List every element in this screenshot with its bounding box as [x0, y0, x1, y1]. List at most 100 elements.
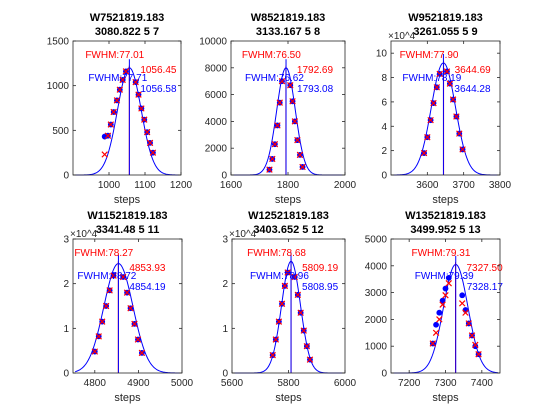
peak-blue-label: 3644.28: [454, 84, 491, 95]
chart-title: W8521819.183: [251, 12, 326, 24]
y-tick-label: 8000: [205, 63, 228, 74]
measured-point: [429, 340, 437, 347]
y-tick-label: 0: [221, 171, 227, 182]
x-tick-label: 3800: [489, 180, 512, 191]
y-tick-label: 0: [63, 171, 69, 182]
measured-point: [276, 99, 283, 106]
y-tick-label: 10: [376, 49, 388, 60]
measured-point: [432, 329, 440, 337]
subplot-6: W13521819.183 3499.952 5 13 FWHM:79.31 7327…: [365, 210, 504, 404]
fwhm-red-label: FWHM:77.90: [400, 50, 459, 61]
measured-point: [291, 273, 298, 281]
chart-title: W13521819.183: [405, 210, 486, 222]
measured-point: [110, 108, 117, 116]
measured-point: [306, 356, 314, 363]
x-tick-label: 5600: [221, 378, 244, 389]
x-axis-label: steps: [275, 194, 302, 206]
measured-point: [149, 149, 157, 156]
peak-blue-label: 5808.95: [302, 282, 339, 293]
measured-point: [424, 134, 431, 141]
y-tick-label: 4000: [365, 261, 388, 272]
fit-point: [445, 274, 452, 281]
y-tick-label: 0: [381, 369, 387, 380]
y-tick-label: 2000: [205, 144, 228, 155]
chart-subtitle: 3133.167 5 8: [256, 26, 320, 38]
y-tick-label: 6000: [205, 90, 228, 101]
peak-red-label: 4853.93: [129, 263, 166, 274]
measured-point: [91, 348, 99, 355]
peak-blue-label: 1056.58: [140, 84, 177, 95]
y-tick-label: 10000: [199, 37, 227, 48]
y-tick-label: 8: [381, 73, 387, 84]
measured-point: [294, 291, 302, 299]
measured-point: [299, 163, 306, 171]
y-exponent-label: ×10^4: [229, 229, 257, 240]
x-axis-label: steps: [432, 392, 459, 404]
y-tick-label: 1: [222, 324, 228, 335]
fit-point: [439, 297, 446, 304]
fwhm-red-label: FWHM:79.31: [411, 248, 470, 259]
y-tick-label: 2: [63, 279, 69, 290]
y-tick-label: 3: [63, 235, 69, 246]
measured-point: [436, 316, 443, 323]
measured-point: [269, 155, 276, 163]
fwhm-red-label: FWHM:78.68: [247, 248, 306, 259]
measured-point: [266, 166, 273, 173]
fit-point: [459, 292, 466, 299]
y-tick-label: 4: [381, 122, 387, 133]
measured-point: [127, 305, 134, 312]
x-tick-label: 5800: [277, 378, 300, 389]
measured-point: [272, 336, 280, 343]
axes-box: [230, 40, 346, 176]
peak-red-label: 1056.45: [140, 65, 177, 76]
measured-point: [106, 287, 113, 294]
measured-point: [275, 318, 283, 325]
axes-box: [390, 40, 501, 176]
measured-point: [443, 68, 451, 75]
measured-point: [134, 336, 142, 343]
measured-point: [110, 272, 117, 279]
subplot-2: W8521819.183 3133.167 5 8 FWHM:76.50 1792.6…: [199, 12, 356, 206]
measured-point: [101, 151, 108, 158]
chart-title: W7521819.183: [90, 12, 165, 24]
chart-subtitle: 3261.055 5 9: [413, 26, 477, 38]
measured-point: [271, 140, 279, 148]
fit-curve: [393, 62, 498, 176]
subplot-1: W7521819.183 3080.822 5 7 FWHM:77.01 1056.4…: [47, 12, 193, 206]
measured-point: [135, 91, 142, 98]
y-tick-label: 2000: [365, 315, 388, 326]
chart-subtitle: 3341.48 5 11: [96, 224, 160, 236]
measured-point: [420, 149, 428, 157]
x-tick-label: 2000: [334, 180, 357, 191]
measured-point: [138, 349, 146, 357]
fwhm-blue-label: FWHM:79.39: [415, 271, 474, 282]
y-tick-label: 1: [63, 324, 69, 335]
measured-point: [475, 351, 482, 358]
measured-point: [456, 130, 463, 137]
x-tick-label: 1000: [98, 180, 121, 191]
x-axis-label: steps: [114, 194, 141, 206]
x-axis-label: steps: [432, 194, 459, 206]
x-tick-label: 7200: [398, 378, 421, 389]
x-axis-label: steps: [114, 392, 141, 404]
measured-point: [291, 118, 299, 125]
measured-point: [289, 98, 296, 105]
subplot-4: W11521819.183 3341.48 5 11 FWHM:78.27 4853.…: [63, 210, 193, 404]
fwhm-blue-label: FWHM:76.62: [245, 73, 304, 84]
y-tick-label: 0: [381, 171, 387, 182]
measured-point: [459, 146, 466, 153]
peak-blue-label: 1793.08: [297, 84, 334, 95]
y-tick-label: 1000: [47, 81, 70, 92]
x-tick-label: 4800: [84, 378, 107, 389]
y-tick-label: 2: [381, 146, 387, 157]
chart-title: W9521819.183: [408, 12, 483, 24]
x-tick-label: 7300: [434, 378, 457, 389]
measured-point: [296, 151, 304, 159]
x-tick-label: 1600: [220, 180, 243, 191]
x-tick-label: 1200: [170, 180, 193, 191]
y-tick-label: 1000: [365, 342, 388, 353]
measured-point: [138, 105, 145, 112]
measured-point: [458, 300, 466, 307]
chart-title: W11521819.183: [87, 210, 167, 222]
